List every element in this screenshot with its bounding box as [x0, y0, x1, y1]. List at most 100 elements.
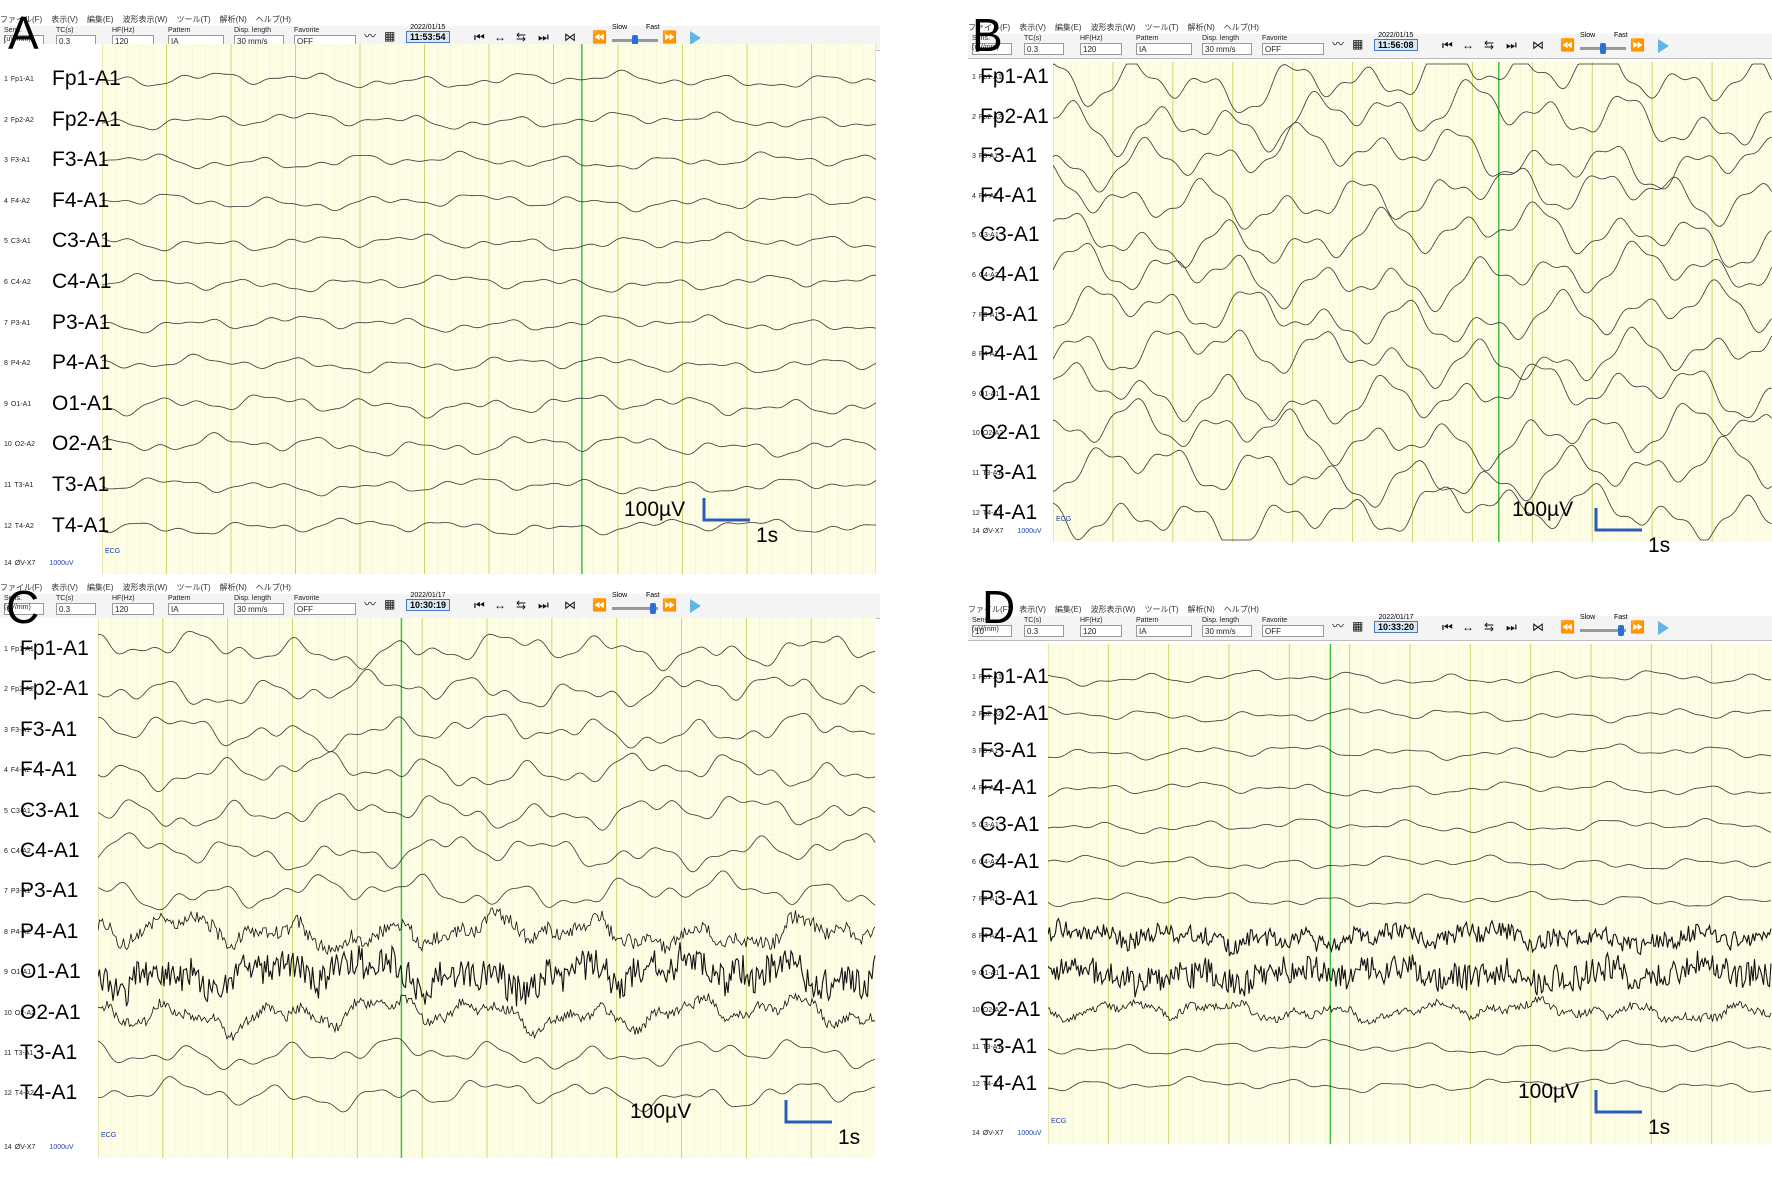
ecg-row-label[interactable]: 14 ØV-X7 1000uV [4, 1144, 74, 1151]
channel-row-label[interactable]: 2 Fp2-A2 [972, 711, 1002, 718]
favorite-field[interactable]: Favorite OFF [1262, 34, 1324, 55]
menu-item[interactable]: 表示(V) [51, 583, 78, 592]
pattern-field[interactable]: Pattern IA [1136, 34, 1192, 55]
waveform-view-icon[interactable]: 〰 [364, 29, 377, 43]
play-icon[interactable] [1658, 39, 1669, 53]
eeg-waveform-area[interactable] [1053, 62, 1772, 542]
pattern-select[interactable]: IA [168, 603, 224, 615]
page-forward-icon[interactable]: ⇆ [1484, 620, 1495, 634]
play-icon[interactable] [690, 599, 701, 613]
channel-row-label[interactable]: 12 T4-A2 [4, 523, 34, 530]
disp-select[interactable]: 30 mm/s [234, 603, 284, 615]
marker-icon[interactable]: ⋈ [564, 30, 576, 44]
ecg-row-label[interactable]: 14 ØV-X7 1000uV [972, 1130, 1042, 1137]
sens-field[interactable]: Sens.(uV/mm) 10 [972, 616, 1012, 637]
tc-field[interactable]: TC(s) 0.3 [1024, 616, 1064, 637]
last-page-icon[interactable]: ⏭ [538, 598, 549, 612]
menu-item[interactable]: 解析(N) [219, 15, 247, 24]
channel-row-label[interactable]: 12 T4-A2 [4, 1090, 34, 1097]
channel-row-label[interactable]: 6 C4-A2 [4, 848, 31, 855]
channel-row-label[interactable]: 3 F3-A1 [4, 157, 30, 164]
channel-row-label[interactable]: 10 O2-A2 [972, 430, 1003, 437]
disp-field[interactable]: Disp. length 30 mm/s [234, 594, 284, 615]
fast-forward-icon[interactable]: ⏩ [1630, 38, 1645, 52]
sens-field[interactable]: Sens.(uV/mm) 1 [972, 34, 1012, 55]
pattern-select[interactable]: IA [1136, 43, 1192, 55]
hf-field[interactable]: HF(Hz) 120 [1080, 34, 1122, 55]
menu-item[interactable]: 編集(E) [1054, 605, 1082, 614]
waveform-view-icon[interactable]: 〰 [1332, 619, 1345, 633]
last-page-icon[interactable]: ⏭ [1506, 620, 1517, 634]
ecg-row-label[interactable]: 14 ØV-X7 1000uV [972, 528, 1042, 535]
eeg-waveform-area[interactable] [1048, 644, 1772, 1144]
disp-select[interactable]: 30 mm/s [1202, 625, 1252, 637]
channel-row-label[interactable]: 1 Fp1-A1 [4, 76, 34, 83]
page-back-icon[interactable]: ↔ [1462, 620, 1474, 634]
last-page-icon[interactable]: ⏭ [1506, 38, 1517, 52]
channel-row-label[interactable]: 3 F3-A1 [4, 727, 30, 734]
montage-grid-icon[interactable]: ▦ [384, 597, 396, 611]
menu-item[interactable]: ヘルプ(H) [1223, 605, 1259, 614]
channel-row-label[interactable]: 1 Fp1-A1 [972, 674, 1002, 681]
favorite-select[interactable]: OFF [1262, 625, 1324, 637]
menu-item[interactable]: 波形表示(W) [122, 15, 168, 24]
page-back-icon[interactable]: ↔ [494, 598, 506, 612]
marker-icon[interactable]: ⋈ [1532, 38, 1544, 52]
channel-row-label[interactable]: 4 F4-A2 [4, 767, 30, 774]
disp-field[interactable]: Disp. length 30 mm/s [1202, 616, 1252, 637]
menu-item[interactable]: 解析(N) [219, 583, 247, 592]
channel-row-label[interactable]: 5 C3-A1 [4, 808, 31, 815]
favorite-field[interactable]: Favorite OFF [1262, 616, 1324, 637]
menu-item[interactable]: 波形表示(W) [1090, 605, 1136, 614]
ecg-row-label[interactable]: 14 ØV-X7 1000uV [4, 560, 74, 567]
menu-item[interactable]: ファイル(F) [0, 583, 43, 592]
montage-grid-icon[interactable]: ▦ [384, 29, 396, 43]
menu-item[interactable]: 表示(V) [1019, 23, 1046, 32]
speed-slider[interactable] [612, 607, 658, 610]
tc-select[interactable]: 0.3 [1024, 625, 1064, 637]
fast-forward-icon[interactable]: ⏩ [1630, 620, 1645, 634]
fast-forward-icon[interactable]: ⏩ [662, 30, 677, 44]
speed-slider-thumb[interactable] [632, 35, 638, 46]
channel-row-label[interactable]: 9 O1-A1 [4, 969, 31, 976]
channel-row-label[interactable]: 11 T3-A1 [4, 482, 33, 489]
channel-row-label[interactable]: 5 C3-A1 [972, 232, 999, 239]
play-icon[interactable] [690, 31, 701, 45]
channel-row-label[interactable]: 10 O2-A2 [4, 1010, 35, 1017]
favorite-field[interactable]: Favorite OFF [294, 594, 356, 615]
menu-item[interactable]: ファイル(F) [0, 15, 43, 24]
play-icon[interactable] [1658, 621, 1669, 635]
tc-field[interactable]: TC(s) 0.3 [1024, 34, 1064, 55]
channel-row-label[interactable]: 6 C4-A2 [4, 279, 31, 286]
menu-item[interactable]: ヘルプ(H) [1223, 23, 1259, 32]
channel-row-label[interactable]: 9 O1-A1 [972, 391, 999, 398]
montage-grid-icon[interactable]: ▦ [1352, 37, 1364, 51]
sens-select[interactable]: 1 [972, 43, 1012, 55]
menu-item[interactable]: 編集(E) [1054, 23, 1082, 32]
menu-item[interactable]: 解析(N) [1187, 605, 1215, 614]
channel-row-label[interactable]: 2 Fp2-A2 [4, 117, 34, 124]
menu-item[interactable]: ツール(T) [1144, 23, 1179, 32]
channel-row-label[interactable]: 2 Fp2-A2 [972, 114, 1002, 121]
tc-field[interactable]: TC(s) 0.3 [56, 594, 96, 615]
waveform-view-icon[interactable]: 〰 [1332, 37, 1345, 51]
rewind-icon[interactable]: ⏪ [1560, 38, 1575, 52]
page-back-icon[interactable]: ↔ [494, 30, 506, 44]
menu-item[interactable]: ツール(T) [1144, 605, 1179, 614]
menu-item[interactable]: 波形表示(W) [1090, 23, 1136, 32]
channel-row-label[interactable]: 8 P4-A2 [972, 351, 998, 358]
menu-item[interactable]: ツール(T) [176, 583, 211, 592]
rewind-icon[interactable]: ⏪ [592, 598, 607, 612]
channel-row-label[interactable]: 4 F4-A2 [972, 193, 998, 200]
channel-row-label[interactable]: 2 Fp2-A2 [4, 686, 34, 693]
fast-forward-icon[interactable]: ⏩ [662, 598, 677, 612]
sens-select[interactable]: 0 [4, 603, 44, 615]
channel-row-label[interactable]: 4 F4-A2 [4, 198, 30, 205]
channel-row-label[interactable]: 1 Fp1-A1 [4, 646, 34, 653]
channel-row-label[interactable]: 3 F3-A1 [972, 153, 998, 160]
channel-row-label[interactable]: 12 T4-A2 [972, 1081, 1002, 1088]
page-forward-icon[interactable]: ⇆ [516, 30, 527, 44]
eeg-waveform-area[interactable] [98, 618, 876, 1158]
rewind-icon[interactable]: ⏪ [592, 30, 607, 44]
hf-select[interactable]: 120 [112, 603, 154, 615]
